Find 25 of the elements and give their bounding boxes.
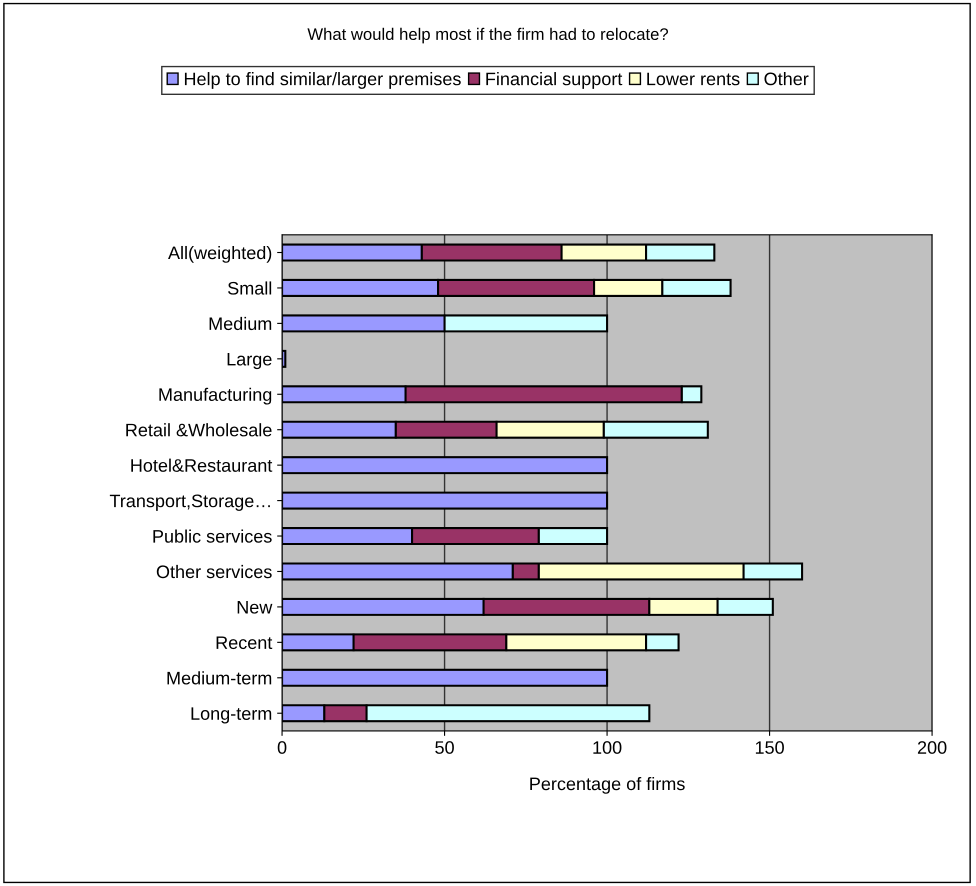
x-tick-label: 200 xyxy=(918,741,946,754)
y-tick-label: Hotel&Restaurant xyxy=(131,458,272,472)
x-axis-title: Percentage of firms xyxy=(530,776,685,794)
x-tick-label: 150 xyxy=(756,741,784,754)
y-tick-label: Medium xyxy=(210,316,272,330)
x-tick-label: 0 xyxy=(278,741,286,754)
legend-label: Help to find similar/larger premises xyxy=(184,72,461,89)
x-tick-label: 50 xyxy=(435,741,454,754)
legend-label: Other xyxy=(764,72,808,86)
legend-label: Financial support xyxy=(486,72,622,89)
y-tick-label: Retail &Wholesale xyxy=(126,423,272,436)
y-tick-label: Long-term xyxy=(192,707,272,724)
y-tick-label: Manufacturing xyxy=(159,388,272,405)
y-tick-label: Recent xyxy=(216,636,272,650)
y-tick-label: Public services xyxy=(153,529,272,543)
y-tick-label: Transport,Storage… xyxy=(110,494,270,511)
legend-label: Lower rents xyxy=(647,72,740,86)
y-tick-label: Other services xyxy=(156,564,272,578)
y-tick-label: Small xyxy=(228,281,272,295)
y-tick-label: All(weighted) xyxy=(168,246,272,263)
x-tick-label: 100 xyxy=(593,741,622,754)
chart-title: What would help most if the firm had to relocate? xyxy=(307,28,668,44)
y-tick-label: Medium-term xyxy=(167,671,272,685)
y-tick-label: New xyxy=(238,601,272,614)
y-tick-label: Large xyxy=(228,352,272,370)
